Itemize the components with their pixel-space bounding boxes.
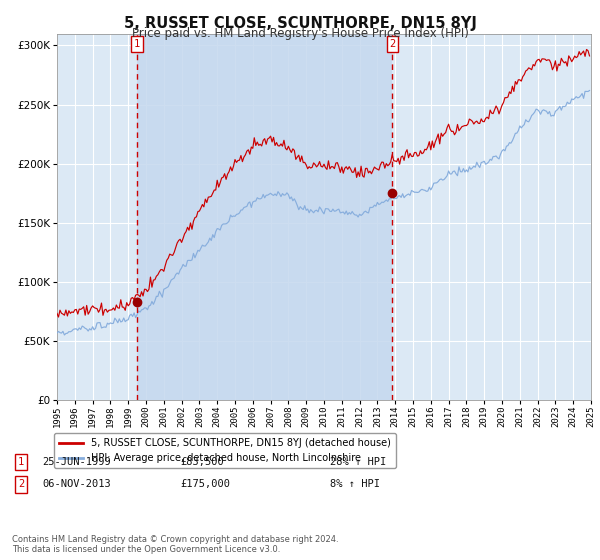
Legend: 5, RUSSET CLOSE, SCUNTHORPE, DN15 8YJ (detached house), HPI: Average price, deta: 5, RUSSET CLOSE, SCUNTHORPE, DN15 8YJ (d…	[55, 433, 396, 468]
Text: £83,500: £83,500	[180, 457, 224, 467]
Text: Contains HM Land Registry data © Crown copyright and database right 2024.
This d: Contains HM Land Registry data © Crown c…	[12, 535, 338, 554]
Text: 06-NOV-2013: 06-NOV-2013	[42, 479, 111, 489]
Text: 8% ↑ HPI: 8% ↑ HPI	[330, 479, 380, 489]
Text: Price paid vs. HM Land Registry's House Price Index (HPI): Price paid vs. HM Land Registry's House …	[131, 27, 469, 40]
Text: 25-JUN-1999: 25-JUN-1999	[42, 457, 111, 467]
Text: 28% ↑ HPI: 28% ↑ HPI	[330, 457, 386, 467]
Text: £175,000: £175,000	[180, 479, 230, 489]
Bar	[137, 34, 392, 400]
Text: 1: 1	[18, 457, 24, 467]
Text: 2: 2	[389, 39, 395, 49]
Text: 5, RUSSET CLOSE, SCUNTHORPE, DN15 8YJ: 5, RUSSET CLOSE, SCUNTHORPE, DN15 8YJ	[124, 16, 476, 31]
Text: 2: 2	[18, 479, 24, 489]
Text: 1: 1	[134, 39, 140, 49]
